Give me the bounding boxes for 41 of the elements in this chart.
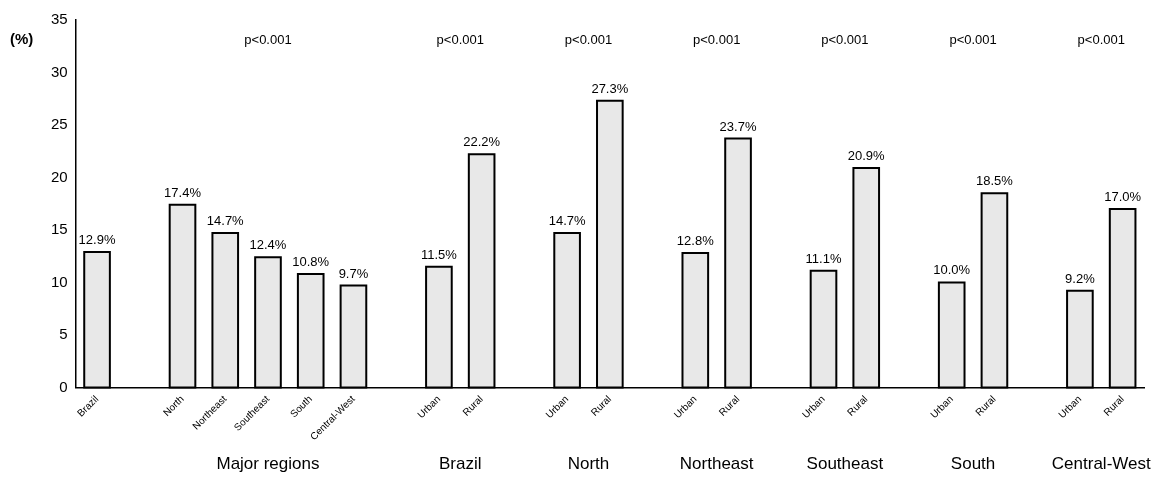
annotation: p<0.001 <box>244 31 292 47</box>
data-label: 20.9% <box>847 148 886 164</box>
data-label: 27.3% <box>591 80 629 96</box>
annotation: p<0.001 <box>821 31 869 47</box>
data-label: 14.7% <box>548 213 586 229</box>
annotation: p<0.001 <box>436 31 484 47</box>
y-tick-label: 35 <box>51 10 68 28</box>
text: North <box>567 454 610 474</box>
data-label: 12.8% <box>676 233 715 249</box>
y-tick-label: 30 <box>51 62 68 80</box>
y-tick-label: 10 <box>51 272 68 290</box>
text: Central-West <box>1051 454 1151 474</box>
data-label: 17.4% <box>164 184 202 200</box>
data-label: 9.7% <box>338 265 369 281</box>
text: Northeast <box>679 454 754 474</box>
y-tick-label: 15 <box>51 220 68 238</box>
data-label: 23.7% <box>719 118 757 134</box>
data-label: 22.2% <box>463 134 501 150</box>
data-label: 12.4% <box>249 237 287 253</box>
data-label: 10.0% <box>933 262 971 278</box>
data-label: 9.2% <box>1065 270 1096 286</box>
y-tick-label: 5 <box>59 325 68 343</box>
data-label: 14.7% <box>206 213 245 229</box>
y-tick-label: 20 <box>51 167 68 185</box>
data-label: 18.5% <box>976 173 1014 189</box>
text: South <box>950 454 996 474</box>
annotation: p<0.001 <box>564 31 613 47</box>
text: Southeast <box>806 454 884 474</box>
annotation: p<0.001 <box>1077 31 1125 47</box>
y-tick-label: 0 <box>59 377 68 395</box>
data-label: 11.5% <box>420 246 458 262</box>
y-axis-title: (%) <box>10 30 34 48</box>
data-label: 10.8% <box>292 254 330 270</box>
text: Major regions <box>216 454 320 474</box>
data-label: 12.9% <box>78 232 116 248</box>
text: Brazil <box>439 454 482 474</box>
data-label: 11.1% <box>805 250 842 266</box>
annotation: p<0.001 <box>949 31 997 47</box>
y-tick-label: 25 <box>51 115 68 133</box>
annotation: p<0.001 <box>692 31 741 47</box>
data-label: 17.0% <box>1104 189 1142 205</box>
